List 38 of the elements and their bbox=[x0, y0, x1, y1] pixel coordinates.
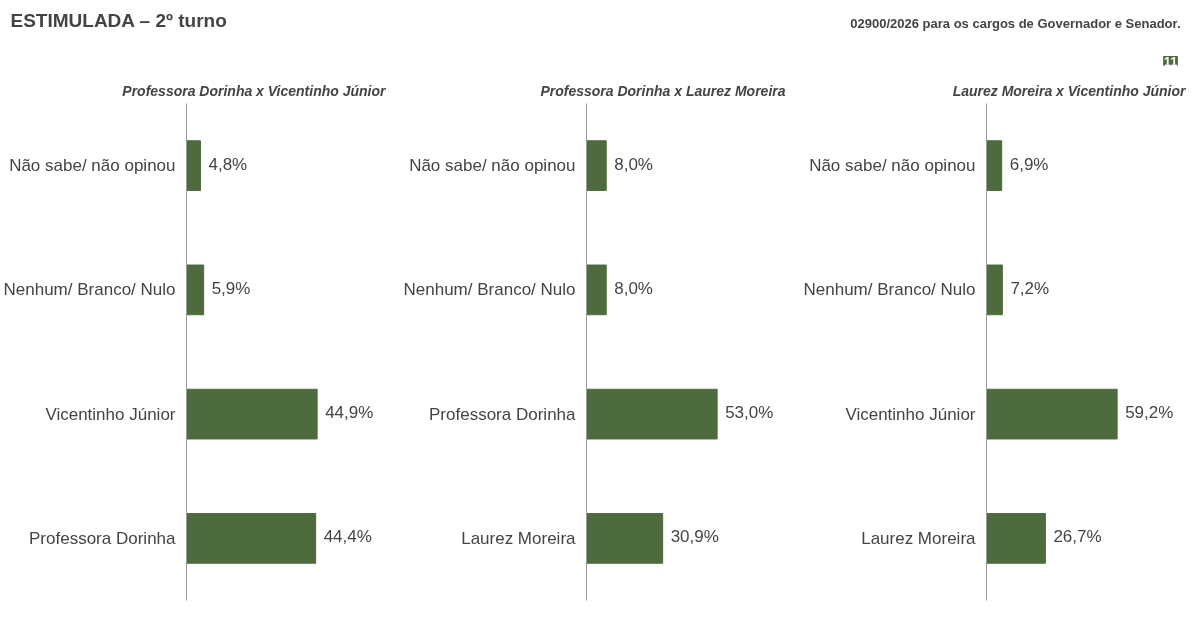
chart-title: Professora Dorinha x Laurez Moreira bbox=[540, 82, 786, 99]
bar bbox=[186, 264, 205, 316]
data-label: 4,8% bbox=[208, 154, 248, 174]
bar bbox=[186, 388, 318, 440]
chart-title: Laurez Moreira x Vicentinho Júnior bbox=[952, 82, 1188, 99]
chart-title: Professora Dorinha x Vicentinho Júnior bbox=[122, 82, 388, 99]
data-label: 8,0% bbox=[614, 154, 653, 174]
y-tick-label: Laurez Moreira bbox=[861, 528, 977, 548]
data-label: 44,9% bbox=[325, 403, 374, 423]
y-tick-label: Não sabe/ não opinou bbox=[409, 156, 576, 176]
data-label: 44,4% bbox=[323, 527, 372, 547]
y-tick-label: Não sabe/ não opinou bbox=[809, 156, 976, 176]
data-label: 7,2% bbox=[1010, 278, 1050, 298]
y-tick-label: Nenhum/ Branco/ Nulo bbox=[403, 280, 576, 300]
y-tick-label: Professora Dorinha bbox=[429, 404, 577, 424]
y-tick-label: Vicentinho Júnior bbox=[845, 404, 976, 424]
bar bbox=[986, 140, 1003, 191]
data-label: 6,9% bbox=[1009, 154, 1049, 174]
data-label: 8,0% bbox=[614, 278, 653, 298]
bar bbox=[186, 140, 201, 191]
y-tick-label: Nenhum/ Branco/ Nulo bbox=[803, 280, 976, 300]
bar bbox=[986, 388, 1118, 440]
y-tick-label: Laurez Moreira bbox=[461, 528, 577, 548]
bar bbox=[186, 513, 317, 564]
data-label: 53,0% bbox=[725, 403, 774, 423]
text: ESTIMULADA – 2º turno bbox=[10, 9, 227, 31]
bar bbox=[986, 264, 1003, 316]
y-tick-label: Não sabe/ não opinou bbox=[9, 156, 176, 176]
data-label: 30,9% bbox=[670, 527, 719, 547]
data-label: 26,7% bbox=[1053, 527, 1102, 547]
y-tick-label: Professora Dorinha bbox=[29, 528, 177, 548]
y-tick-label: Nenhum/ Branco/ Nulo bbox=[3, 280, 176, 300]
text: 11 bbox=[1163, 53, 1178, 69]
y-tick-label: Vicentinho Júnior bbox=[45, 404, 176, 424]
text: 02900/2026 para os cargos de Governador e Senador. bbox=[850, 15, 1181, 31]
data-label: 59,2% bbox=[1125, 403, 1174, 423]
data-label: 5,9% bbox=[211, 278, 251, 298]
bar bbox=[986, 513, 1046, 564]
